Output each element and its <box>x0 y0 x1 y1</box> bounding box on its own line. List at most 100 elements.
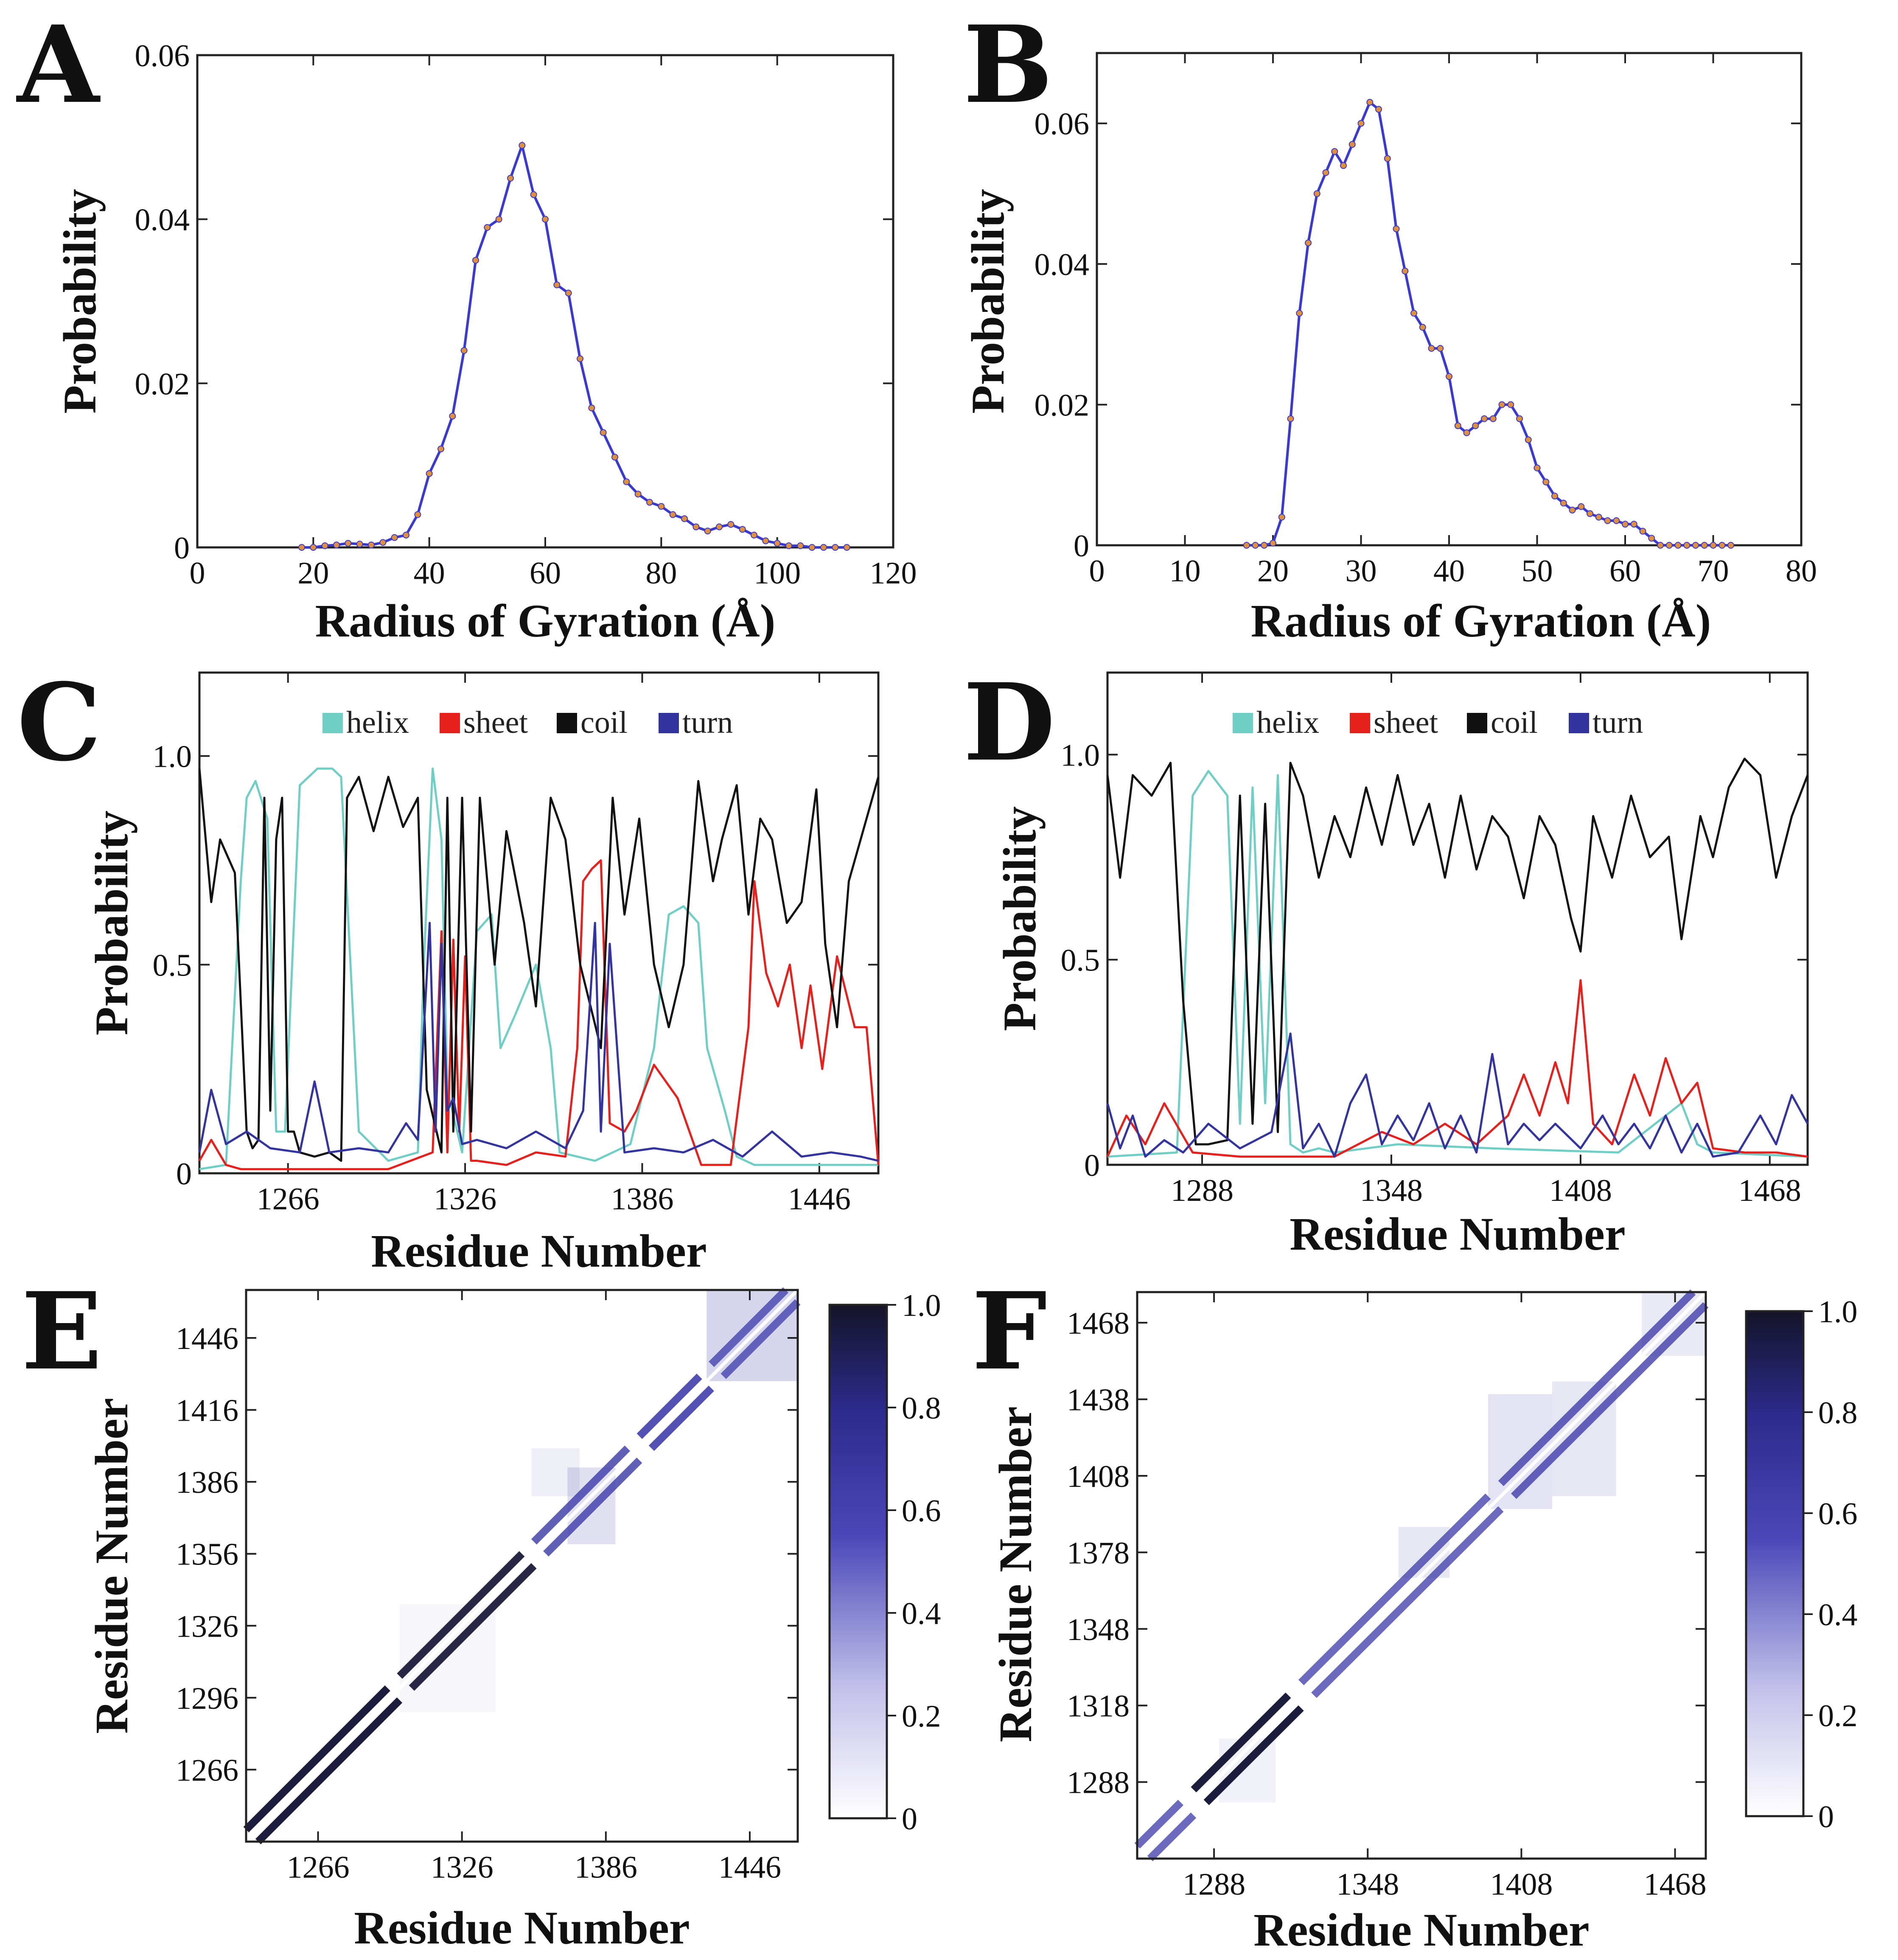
x-tick-label: 80 <box>645 556 677 591</box>
x-tick-label: 0 <box>190 556 205 591</box>
colorbar-tick-label: 1.0 <box>902 1288 941 1323</box>
x-tick-label: 80 <box>1786 554 1817 589</box>
rg-data-point <box>1366 99 1374 106</box>
rg-data-point <box>774 540 781 547</box>
legend-swatch-turn <box>659 713 679 733</box>
rg-data-point <box>403 532 409 538</box>
panel-c-ylabel: Probability <box>86 810 137 1035</box>
x-tick-label: 1288 <box>1183 1867 1245 1902</box>
diagonal-gap <box>1136 1291 1707 1860</box>
rg-series-line <box>1246 100 1731 547</box>
rg-data-point <box>1454 422 1461 429</box>
rg-data-point <box>507 175 514 182</box>
x-tick-label: 1266 <box>287 1850 350 1885</box>
ss-series-sheet <box>1106 979 1808 1158</box>
panel-c-xlabel: Residue Number <box>371 1225 706 1277</box>
rg-data-point <box>1542 478 1550 485</box>
legend-label-coil: coil <box>1491 705 1538 740</box>
legend-swatch-helix <box>322 713 343 733</box>
rg-data-point <box>1657 542 1664 549</box>
diagonal-band-lower <box>1311 1506 1504 1698</box>
y-tick-label: 0.5 <box>1061 943 1100 978</box>
legend-swatch-helix <box>1233 713 1253 733</box>
colorbar-tick-label: 0.4 <box>1818 1598 1858 1632</box>
panel-a-xlabel: Radius of Gyration (Å) <box>315 595 776 647</box>
rg-data-point <box>460 347 468 354</box>
ss-series-helix <box>1107 770 1808 1158</box>
legend-label-sheet: sheet <box>1374 705 1438 740</box>
rg-data-point <box>692 523 700 530</box>
ss-series-sheet <box>198 859 880 1170</box>
legend-swatch-sheet <box>440 713 460 733</box>
ss-series-coil <box>1106 757 1809 1146</box>
colorbar-tick-label: 0.2 <box>902 1699 941 1734</box>
y-tick-label: 0 <box>1084 1148 1100 1183</box>
rg-data-point <box>646 499 653 506</box>
panel-e-xlabel: Residue Number <box>354 1902 690 1954</box>
panel-d-ylabel: Probability <box>994 806 1046 1031</box>
diagonal-band-lower <box>1203 1705 1304 1806</box>
rg-data-point <box>1252 542 1259 549</box>
rg-data-point <box>310 544 317 551</box>
x-tick-label: 1326 <box>434 1182 496 1217</box>
rg-data-point <box>1437 345 1444 352</box>
panel-e-letter: E <box>21 1269 102 1394</box>
rg-data-point <box>1489 415 1497 422</box>
legend-swatch-turn <box>1569 713 1589 733</box>
rg-data-point <box>298 544 305 551</box>
rg-data-point <box>669 511 676 518</box>
x-tick-label: 10 <box>1169 554 1201 589</box>
x-tick-label: 1408 <box>1490 1867 1553 1902</box>
rg-data-point <box>1587 510 1593 517</box>
rg-data-point <box>1375 106 1382 113</box>
x-tick-label: 100 <box>754 556 801 591</box>
x-tick-label: 1446 <box>788 1182 851 1217</box>
rg-series-line <box>302 141 847 549</box>
diagonal-band-upper <box>397 1551 525 1679</box>
ss-series-coil <box>198 768 880 1162</box>
y-tick-label: 1326 <box>176 1609 238 1644</box>
panel-d-frame <box>1106 671 1809 1166</box>
rg-data-point <box>391 534 398 541</box>
rg-data-point <box>1710 542 1717 549</box>
rg-data-point <box>739 526 746 533</box>
panel-c-letter: C <box>17 660 101 785</box>
rg-data-point <box>704 527 711 535</box>
rg-data-point <box>727 521 735 528</box>
y-tick-label: 1288 <box>1067 1766 1130 1800</box>
legend-label-helix: helix <box>346 705 409 740</box>
rg-data-point <box>495 216 502 223</box>
y-tick-label: 0.04 <box>1035 247 1090 282</box>
colorbar-tick-label: 0.4 <box>902 1596 941 1631</box>
rg-data-point <box>808 544 816 551</box>
x-tick-label: 40 <box>1433 554 1465 589</box>
y-tick-label: 1446 <box>176 1321 238 1356</box>
diagonal-band-upper <box>1191 1692 1291 1793</box>
colorbar-tick-label: 0.6 <box>902 1494 941 1528</box>
panel-b-letter: B <box>963 2 1053 127</box>
rg-data-point <box>623 478 630 485</box>
panel-b-xlabel: Radius of Gyration (Å) <box>1251 595 1711 647</box>
rg-data-point <box>1630 521 1637 528</box>
panel-c: C Probability Residue Number 1266 1326 138… <box>17 660 880 1277</box>
ss-series-turn <box>198 922 879 1162</box>
panel-a-letter: A <box>16 2 101 127</box>
rg-data-point <box>1322 169 1329 176</box>
rg-data-point <box>553 281 561 289</box>
panel-f: F Residue Number Residue Number 1288 1348… <box>972 1269 1858 1956</box>
rg-data-point <box>1551 493 1558 499</box>
rg-data-point <box>437 446 444 452</box>
diagonal-band-upper <box>636 1374 702 1439</box>
rg-data-point <box>1428 345 1435 352</box>
rg-data-point <box>785 542 792 550</box>
rg-data-point <box>611 454 618 461</box>
rg-data-point <box>832 544 839 551</box>
rg-data-point <box>1578 503 1585 510</box>
x-tick-label: 1408 <box>1549 1173 1612 1208</box>
x-tick-label: 0 <box>1089 554 1105 589</box>
x-tick-label: 1348 <box>1360 1173 1423 1208</box>
rg-data-point <box>1313 190 1320 197</box>
panel-f-frame <box>1136 1291 1707 1860</box>
panel-a: A Probability Radius of Gyration (Å) 0 20… <box>16 2 917 647</box>
